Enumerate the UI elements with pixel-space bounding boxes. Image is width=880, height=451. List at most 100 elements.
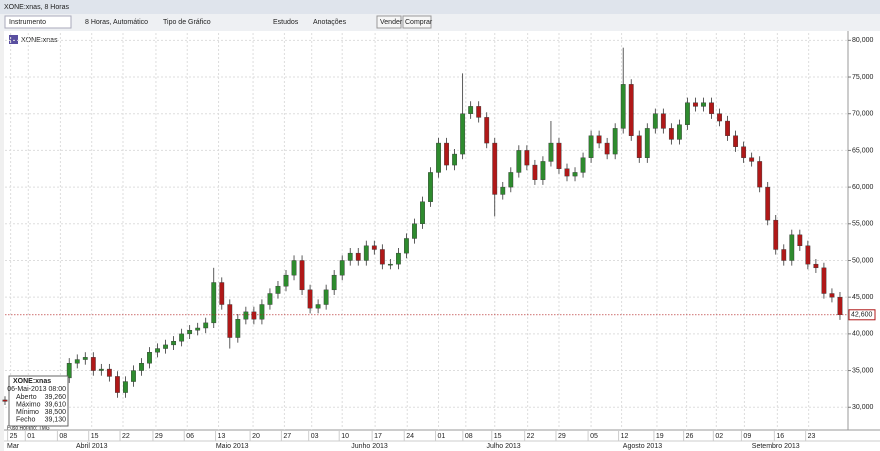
candle-body (452, 153, 458, 166)
candle-body (251, 311, 257, 320)
tooltip-key: Fecho (16, 416, 36, 423)
chart-type-menu[interactable]: Tipo de Gráfico (163, 19, 211, 26)
y-tick-label: 55,000 (852, 221, 874, 228)
month-label: Agosto 2013 (623, 443, 662, 450)
candle-body (492, 142, 498, 195)
month-label: Maio 2013 (216, 443, 249, 450)
x-tick-label: 12 (621, 433, 629, 440)
candle-body (163, 344, 168, 349)
interval-menu[interactable]: 8 Horas, Automático (85, 19, 148, 26)
candle-body (179, 333, 185, 342)
instrument-input[interactable] (4, 15, 72, 29)
month-label: Julho 2013 (486, 443, 520, 450)
sell-button[interactable] (376, 15, 402, 29)
candle-body (588, 135, 594, 158)
candle-body (548, 142, 554, 162)
x-tick-label: 08 (59, 433, 67, 440)
candle-body (484, 117, 490, 144)
candle-body (412, 223, 417, 239)
sell-label: Vender (380, 19, 403, 26)
candle-body (259, 304, 265, 320)
x-tick-label: 24 (406, 433, 414, 440)
candle-body (693, 102, 698, 107)
x-tick-label: 01 (438, 433, 446, 440)
candle-body (371, 245, 377, 250)
legend-icon (9, 35, 18, 44)
candle-body (805, 245, 811, 265)
candle-body (66, 363, 72, 379)
x-tick-label: 25 (10, 433, 18, 440)
x-tick-label: 23 (808, 433, 816, 440)
y-tick-label: 40,000 (852, 331, 874, 338)
candle-body (339, 260, 345, 276)
candle-body (299, 260, 305, 291)
candle-body (741, 146, 747, 158)
y-tick-label: 60,000 (852, 184, 874, 191)
candle-body (420, 201, 425, 224)
annotations-menu[interactable]: Anotações (313, 19, 347, 26)
x-tick-label: 09 (743, 433, 751, 440)
candle-body (717, 113, 722, 122)
candle-body (347, 252, 353, 261)
candle-body (685, 102, 690, 125)
candle-body (131, 370, 136, 382)
candle-body (668, 128, 674, 140)
candle-body (363, 245, 369, 261)
candle-body (211, 282, 217, 324)
candle-body (556, 142, 562, 169)
candle-body (508, 172, 514, 188)
x-tick-label: 29 (558, 433, 566, 440)
y-tick-label: 80,000 (852, 37, 874, 44)
tooltip-value: 39,610 (45, 401, 67, 408)
candle-body (765, 186, 771, 221)
last-price-label: 42,600 (851, 312, 873, 319)
candle-body (331, 274, 337, 291)
candle-body (580, 157, 586, 173)
candle-body (773, 219, 779, 250)
x-tick-label: 27 (283, 433, 291, 440)
x-tick-label: 26 (686, 433, 694, 440)
candle-body (147, 352, 152, 364)
candle-body (620, 84, 626, 129)
tooltip-datetime: 06-Mai-2013 08:00 (7, 386, 66, 393)
x-tick-label: 16 (776, 433, 784, 440)
candle-body (524, 150, 530, 166)
tooltip-value: 39,130 (45, 416, 67, 423)
candle-body (98, 368, 104, 371)
candle-body (82, 357, 88, 360)
candle-body (604, 142, 610, 155)
candle-body (195, 327, 201, 331)
candle-body (155, 348, 160, 353)
candle-body (660, 113, 666, 129)
instrument-placeholder: Instrumento (9, 19, 46, 26)
x-tick-label: 19 (656, 433, 664, 440)
candle-body (652, 113, 658, 129)
x-tick-label: 10 (341, 433, 349, 440)
legend-label[interactable]: XONE:xnas (21, 37, 58, 44)
x-tick-label: 15 (91, 433, 99, 440)
y-tick-label: 45,000 (852, 294, 874, 301)
candle-body (187, 329, 193, 335)
y-tick-label: 70,000 (852, 111, 874, 118)
candle-body (74, 359, 80, 364)
candle-body (123, 381, 128, 393)
month-label: Mar (7, 443, 20, 450)
candle-body (476, 106, 482, 118)
candle-body (387, 263, 393, 266)
candle-body (628, 84, 634, 136)
candle-body (709, 102, 714, 114)
candle-body (90, 357, 96, 371)
candle-body (612, 128, 618, 155)
studies-menu[interactable]: Estudos (273, 19, 299, 26)
candle-body (436, 142, 441, 173)
candle-body (829, 293, 835, 298)
candle-body (757, 161, 763, 188)
candle-body (781, 249, 787, 261)
buy-button[interactable] (402, 15, 432, 29)
candle-body (219, 282, 225, 305)
candle-body (235, 318, 241, 338)
window-title: XONE:xnas, 8 Horas (4, 4, 69, 11)
candle-body (291, 260, 297, 276)
candle-body (106, 368, 112, 377)
y-tick-label: 75,000 (852, 74, 874, 81)
